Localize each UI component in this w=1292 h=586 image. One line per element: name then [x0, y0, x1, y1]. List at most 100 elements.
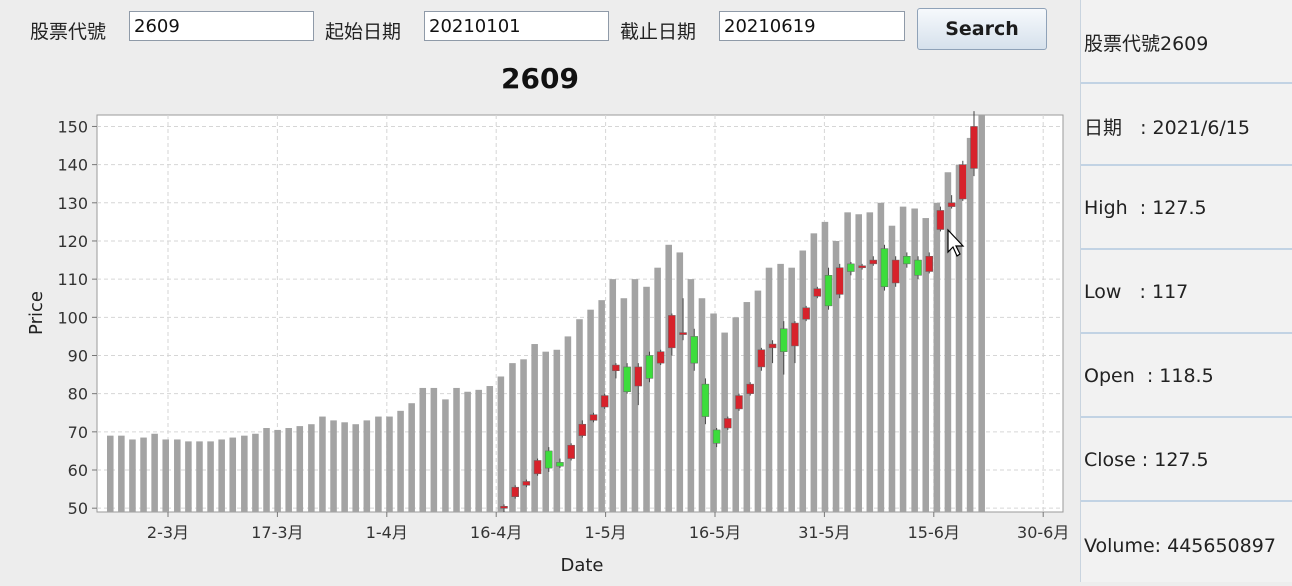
candle-body	[578, 423, 587, 436]
info-panel: 股票代號2609 日期 : 2021/6/15 High : 127.5 Low…	[1080, 0, 1292, 582]
candle-body	[600, 395, 609, 408]
volume-bar	[151, 433, 158, 512]
candle-body	[623, 366, 631, 393]
candle-body	[522, 481, 531, 486]
y-axis-label: Price	[26, 291, 47, 335]
volume-bar	[665, 244, 672, 513]
candle-body	[858, 265, 866, 269]
volume-bar	[933, 202, 941, 512]
volume-bar	[844, 212, 851, 512]
volume-bar	[330, 420, 337, 512]
y-tick-label: 60	[68, 461, 88, 480]
search-button[interactable]: Search	[917, 8, 1047, 50]
info-row-low: Low : 117	[1081, 250, 1292, 334]
volume-bar	[229, 437, 237, 512]
info-open: Open : 118.5	[1084, 365, 1214, 387]
y-tick-label: 140	[57, 156, 88, 175]
symbol-input[interactable]	[129, 11, 314, 41]
x-tick-label: 1-5月	[585, 523, 627, 542]
volume-bar	[509, 363, 516, 512]
volume-bar	[777, 263, 784, 512]
volume-bar	[609, 279, 617, 512]
volume-bar	[888, 225, 896, 513]
volume-bar	[285, 428, 292, 512]
volume-bar	[363, 420, 371, 512]
candle-body	[791, 322, 799, 347]
volume-bar	[643, 286, 650, 512]
y-tick-label: 80	[68, 385, 88, 404]
volume-bar	[765, 267, 773, 512]
candle-body	[780, 328, 788, 352]
volume-bar	[855, 214, 862, 512]
candle-body	[735, 395, 743, 410]
candle-body	[645, 355, 654, 379]
candle-body	[533, 460, 542, 475]
candle-body	[835, 267, 844, 295]
volume-bar	[821, 221, 829, 512]
y-tick-label: 130	[57, 194, 88, 213]
volume-bar	[308, 424, 315, 512]
y-tick-label: 150	[57, 117, 88, 136]
y-tick-label: 120	[57, 232, 88, 251]
volume-bar	[274, 429, 281, 512]
volume-bar	[788, 267, 795, 512]
candle-body	[903, 255, 911, 265]
volume-bar	[922, 218, 930, 512]
volume-bar	[174, 439, 181, 512]
volume-bar	[207, 441, 214, 512]
end-date-input[interactable]	[719, 11, 905, 41]
volume-bar	[631, 279, 639, 512]
volume-bar	[676, 252, 684, 512]
candle-body	[768, 343, 777, 349]
candle-body	[724, 418, 732, 429]
volume-bar	[955, 164, 963, 512]
volume-bar	[185, 441, 192, 512]
x-tick-label: 30-6月	[1017, 523, 1069, 542]
candle-body	[500, 506, 508, 509]
candle-body	[589, 414, 598, 421]
volume-bar	[352, 424, 359, 512]
volume-bar	[944, 172, 952, 512]
candle-body	[712, 429, 721, 444]
volume-bar	[978, 115, 985, 512]
candle-body	[634, 366, 643, 387]
candle-body	[545, 450, 553, 469]
end-date-label: 截止日期	[620, 21, 697, 43]
info-row-close: Close : 127.5	[1081, 418, 1292, 502]
candle-body	[668, 315, 676, 349]
volume-bar	[430, 387, 438, 512]
candle-body	[701, 383, 710, 417]
info-row-date: 日期 : 2021/6/15	[1081, 82, 1292, 166]
info-row-volume: Volume: 445650897	[1081, 502, 1292, 586]
volume-bar	[397, 410, 404, 512]
candle-body	[612, 364, 620, 372]
volume-bar	[162, 439, 169, 512]
candle-body	[869, 259, 878, 265]
volume-bar	[542, 351, 550, 512]
volume-bar	[866, 212, 874, 512]
volume-bar	[553, 349, 561, 512]
candle-body	[556, 462, 564, 467]
candle-body	[656, 351, 665, 364]
candle-body	[746, 383, 754, 394]
start-date-input[interactable]	[424, 11, 609, 41]
candle-body	[802, 307, 810, 320]
volume-bar	[877, 202, 885, 512]
info-low: Low : 117	[1084, 281, 1189, 303]
volume-bar	[408, 403, 415, 512]
volume-bar	[743, 302, 751, 512]
y-tick-label: 50	[68, 499, 88, 518]
volume-bar	[263, 428, 270, 512]
x-tick-label: 17-3月	[251, 523, 303, 542]
start-date-label: 起始日期	[325, 21, 402, 43]
volume-bar	[899, 206, 907, 512]
volume-bar	[140, 437, 147, 512]
info-row-open: Open : 118.5	[1081, 334, 1292, 418]
volume-bar	[732, 317, 740, 512]
volume-bar	[419, 387, 427, 512]
volume-bar	[710, 313, 717, 512]
volume-bar	[966, 137, 974, 512]
volume-bar	[118, 435, 125, 512]
volume-bar	[754, 290, 762, 512]
info-close: Close : 127.5	[1084, 449, 1209, 471]
